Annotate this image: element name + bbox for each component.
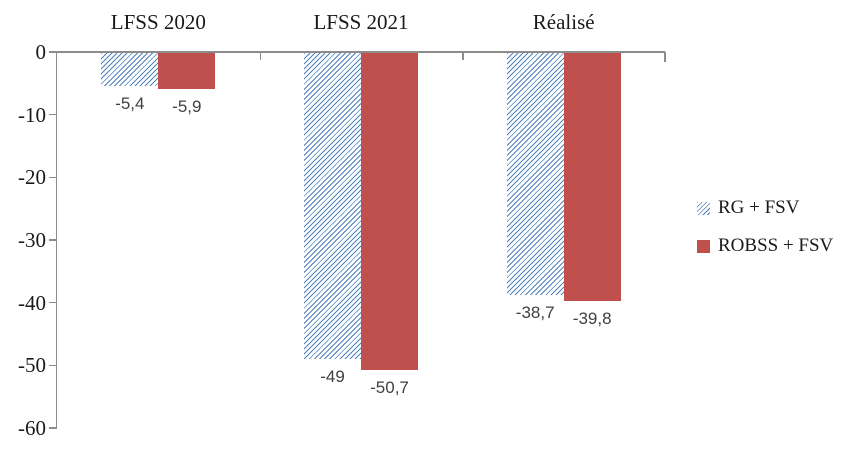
data-label: -5,4 bbox=[115, 93, 145, 113]
y-axis-tick bbox=[49, 113, 57, 116]
data-label: -49 bbox=[320, 367, 345, 387]
legend-swatch-hatched-icon bbox=[697, 201, 710, 215]
y-axis-tick bbox=[49, 427, 57, 429]
y-axis-line bbox=[55, 51, 57, 429]
legend-label-robss-fsv: ROBSS + FSV bbox=[718, 235, 834, 256]
legend-label-rg-fsv: RG + FSV bbox=[718, 197, 800, 218]
y-axis-tick-label: 0 bbox=[35, 40, 47, 64]
category-label: Réalisé bbox=[532, 10, 595, 34]
category-label: LFSS 2020 bbox=[110, 10, 206, 34]
y-axis-tick-label: -40 bbox=[18, 290, 46, 315]
legend-swatch-solid-icon bbox=[697, 239, 710, 253]
data-label: -5,9 bbox=[172, 96, 202, 116]
data-label: -50,7 bbox=[370, 377, 409, 397]
bar-rg-fsv-cat0 bbox=[101, 53, 159, 86]
y-axis-tick bbox=[49, 51, 57, 53]
y-axis-tick-label: -10 bbox=[18, 102, 46, 127]
y-axis-tick bbox=[49, 301, 57, 304]
y-axis-tick-label: -50 bbox=[18, 353, 46, 378]
legend: RG + FSV ROBSS + FSV bbox=[697, 195, 833, 271]
legend-item-robss-fsv: ROBSS + FSV bbox=[697, 233, 833, 259]
y-axis-tick-label: -60 bbox=[18, 416, 46, 440]
data-label: -38,7 bbox=[515, 302, 555, 322]
y-axis-tick bbox=[49, 364, 57, 367]
y-axis-tick bbox=[49, 176, 57, 179]
bar-rg-fsv-cat1 bbox=[304, 53, 361, 360]
y-axis-tick bbox=[49, 239, 57, 241]
category-boundary-tick bbox=[462, 52, 464, 60]
bar-robss-fsv-cat0 bbox=[158, 53, 216, 89]
data-label: -39,8 bbox=[572, 309, 612, 329]
bar-robss-fsv-cat1 bbox=[361, 53, 418, 370]
bar-robss-fsv-cat2 bbox=[563, 53, 621, 302]
x-axis-end-tick bbox=[664, 52, 666, 62]
category-boundary-tick bbox=[259, 52, 262, 60]
legend-item-rg-fsv: RG + FSV bbox=[697, 195, 833, 221]
x-axis-line bbox=[57, 51, 665, 53]
category-label: LFSS 2021 bbox=[313, 10, 409, 34]
y-axis-tick-label: -30 bbox=[18, 228, 46, 252]
y-axis-tick-label: -20 bbox=[18, 165, 46, 190]
bar-rg-fsv-cat2 bbox=[506, 53, 564, 295]
